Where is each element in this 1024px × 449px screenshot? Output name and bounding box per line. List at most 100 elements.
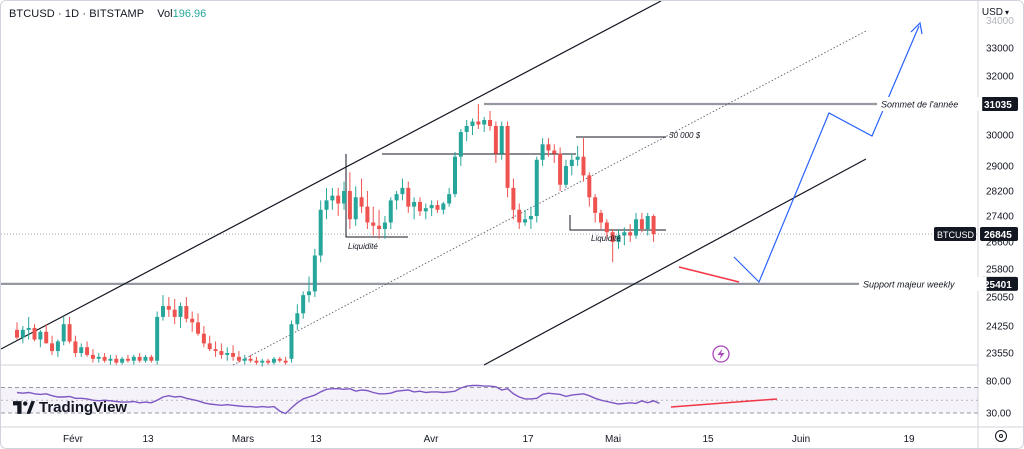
price-tag-box xyxy=(980,227,1018,242)
price-tag: 26845 BTCUSD xyxy=(934,227,1018,242)
candle xyxy=(616,229,621,249)
symbol-label[interactable]: BTCUSD · 1D · BITSTAMP xyxy=(9,8,145,20)
candle-body xyxy=(149,356,154,361)
candle xyxy=(359,178,364,213)
candle xyxy=(406,181,411,213)
candle xyxy=(266,358,271,365)
candle xyxy=(558,147,563,191)
candle-body xyxy=(470,121,475,126)
time-tick-label: Mai xyxy=(605,434,621,445)
candle-body xyxy=(423,208,428,212)
candle-body xyxy=(213,349,218,352)
price-tick-label: 25800 xyxy=(986,265,1014,276)
candle xyxy=(90,349,95,363)
candle-body xyxy=(67,324,72,342)
candle xyxy=(528,206,533,229)
candle-body xyxy=(400,187,405,195)
candle xyxy=(429,200,434,216)
chart-header: BTCUSD · 1D · BITSTAMP Vol196.96 xyxy=(9,8,206,20)
candle-body xyxy=(44,331,49,344)
candle-body xyxy=(412,201,417,207)
candle-body xyxy=(488,120,493,126)
candle xyxy=(219,343,224,359)
candle xyxy=(534,156,539,223)
candle-body xyxy=(207,343,212,350)
rsi-band xyxy=(1,387,978,413)
candle-body xyxy=(143,356,148,361)
time-tick-label: 13 xyxy=(310,434,322,445)
candle xyxy=(540,138,545,166)
candle xyxy=(569,153,574,176)
candle-body xyxy=(593,197,598,213)
candle xyxy=(242,354,247,365)
candle-body xyxy=(587,175,592,198)
candle xyxy=(301,291,306,319)
candle xyxy=(85,341,90,357)
candle xyxy=(55,339,60,357)
time-tick-label: 15 xyxy=(702,434,714,445)
candle-body xyxy=(271,358,276,363)
candles xyxy=(15,103,656,367)
candle-body xyxy=(166,306,171,310)
candle-body xyxy=(61,324,66,342)
candle-body xyxy=(312,255,317,292)
candle-body xyxy=(581,156,586,176)
candle-body xyxy=(307,291,311,296)
price-tick-label-faded: 34000 xyxy=(986,16,1014,27)
symbol-tag-box xyxy=(934,227,976,242)
candle xyxy=(149,354,154,363)
candle-body xyxy=(342,191,347,204)
candle-body xyxy=(137,356,142,361)
candle-body xyxy=(55,341,60,352)
candle xyxy=(371,206,376,236)
candle-body xyxy=(599,212,603,223)
price-tick-label: 23550 xyxy=(986,349,1014,360)
candle xyxy=(295,304,300,330)
price-tick-label: 27400 xyxy=(986,212,1014,223)
candle xyxy=(505,121,510,198)
candle xyxy=(207,335,212,352)
candle xyxy=(593,194,598,223)
candle-body xyxy=(90,354,95,359)
candle xyxy=(587,172,592,207)
candle xyxy=(248,354,253,363)
rsi-tick-label: 80.00 xyxy=(986,377,1011,388)
projection-arrow-head xyxy=(910,21,923,35)
candle xyxy=(20,326,25,344)
candle xyxy=(458,129,463,166)
candle xyxy=(178,302,183,328)
candle-body xyxy=(336,195,341,204)
gear-icon[interactable] xyxy=(995,430,1007,442)
candle xyxy=(137,353,142,363)
candle xyxy=(400,178,405,201)
candle xyxy=(394,191,399,210)
caption-bg xyxy=(877,96,983,111)
candle-body xyxy=(196,322,201,334)
currency-selector[interactable]: USD ▾ xyxy=(982,7,1009,18)
candle-body xyxy=(534,159,539,216)
candle-body xyxy=(552,150,557,154)
candle xyxy=(38,329,43,348)
candle xyxy=(347,172,352,229)
candle xyxy=(196,313,201,336)
tradingview-logo: TradingView xyxy=(13,399,127,416)
candle xyxy=(634,212,639,239)
candle-body xyxy=(172,309,177,317)
candle xyxy=(453,152,457,198)
currency-label: USD xyxy=(981,7,1003,18)
liquidity-zone-left xyxy=(345,154,408,238)
projection-path xyxy=(733,25,920,284)
price-tick-label: 33000 xyxy=(986,44,1014,55)
candle xyxy=(546,138,551,157)
time-tick-label: 17 xyxy=(522,434,534,445)
candle-body xyxy=(505,126,510,188)
candle-body xyxy=(417,201,422,212)
candle-body xyxy=(651,216,656,235)
candle xyxy=(493,121,498,163)
candle-body xyxy=(26,327,31,330)
candle xyxy=(161,295,165,321)
candle xyxy=(277,356,282,363)
candle xyxy=(470,118,475,135)
candle xyxy=(423,203,428,220)
